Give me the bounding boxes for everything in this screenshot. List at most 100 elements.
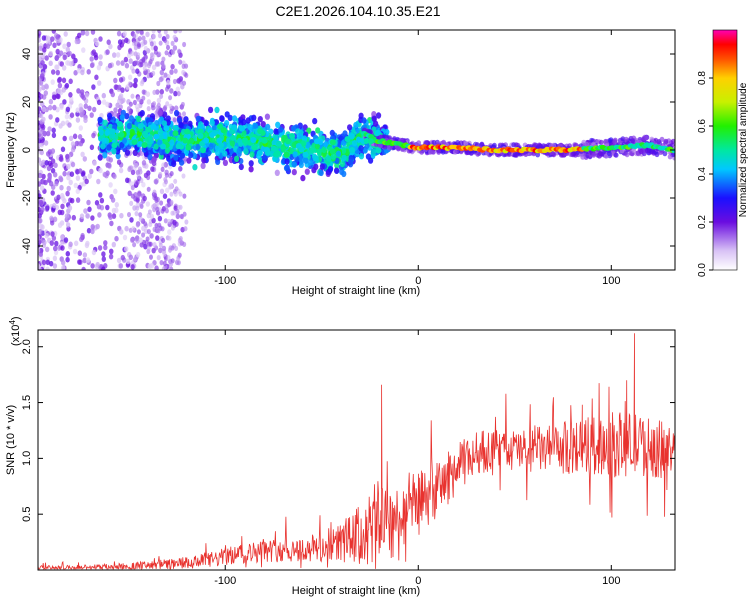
spectrogram-cell (39, 73, 45, 79)
spectrogram-cell (132, 33, 137, 39)
spectrogram-cell (165, 187, 170, 194)
spectrogram-cell (150, 123, 157, 130)
spectrogram-cell (107, 162, 112, 169)
spectrogram-cell (45, 259, 50, 266)
spectrogram-cell (149, 262, 154, 269)
spectrogram-cell (136, 96, 141, 102)
colorbar-tick-label: 0.6 (697, 119, 708, 133)
spectrogram-cell (40, 60, 45, 66)
spectrogram-cell (163, 37, 168, 44)
spectrogram-cell (136, 42, 141, 48)
spectrogram-cell (416, 140, 422, 146)
spectrogram-cell (158, 242, 163, 248)
spectrogram-cell (329, 129, 335, 137)
spectrogram-cell (158, 127, 164, 135)
spectrogram-cell (150, 213, 154, 220)
spectrogram-cell (98, 192, 103, 198)
spectrogram-cell (129, 128, 135, 136)
spectrogram-cell (157, 33, 162, 39)
snr-marks (38, 333, 675, 570)
spectrogram-cell (238, 163, 244, 171)
spectrogram-cell (112, 173, 117, 180)
spectrogram-cell (148, 221, 153, 227)
spectrogram-cell (84, 92, 90, 98)
spectrogram-cell (431, 139, 437, 146)
spectrogram-cell (367, 138, 374, 145)
spectrogram-cell (113, 84, 119, 90)
spectrogram-cell (303, 157, 309, 164)
spectrogram-cell (454, 148, 460, 154)
spectrogram-cell (133, 82, 138, 89)
spectrogram-cell (161, 56, 166, 62)
spectrogram-cell (257, 128, 264, 135)
spectrogram-cell (38, 251, 43, 257)
spectrogram-cell (170, 49, 176, 55)
colorbar-tick-label: 0.8 (697, 71, 708, 85)
spectrogram-cell (209, 119, 215, 127)
spectrogram-cell (119, 114, 125, 121)
spectrogram-cell (197, 133, 204, 139)
spectrogram-cell (48, 60, 53, 67)
spectrogram-cell (131, 226, 136, 232)
spectrogram-cell (127, 190, 132, 197)
spectrogram-cell (64, 113, 70, 120)
spectrogram-cell (183, 116, 189, 123)
spectrogram-cell (145, 201, 150, 207)
spectrogram-cell (670, 138, 675, 144)
spectrogram-marks (38, 30, 675, 270)
spectrogram-cell (117, 39, 123, 45)
spectrogram-cell (128, 115, 135, 122)
spectrogram-cell (511, 142, 517, 148)
spectrogram-cell (99, 197, 105, 204)
spectrogram-cell (108, 43, 113, 50)
spectrogram-cell (83, 103, 89, 109)
spectrogram-cell (167, 218, 171, 224)
spectrogram-cell (75, 107, 80, 113)
spectrogram-cell (251, 144, 258, 151)
snr-series-line (38, 333, 675, 570)
spectrogram-cell (127, 74, 133, 81)
x-tick-label: 0 (415, 575, 421, 587)
spectrogram-cell (69, 112, 75, 118)
spectrogram-cell (38, 80, 44, 86)
spectrogram-cell (185, 144, 192, 151)
spectrogram-cell (41, 159, 46, 166)
spectrogram-cell (147, 117, 153, 124)
spectrogram-cell (174, 110, 180, 117)
spectrogram-cell (309, 147, 315, 154)
spectrogram-cell (160, 143, 166, 150)
spectrogram-cell (55, 93, 60, 99)
spectrogram-cell (174, 245, 179, 251)
spectrogram-cell (184, 72, 189, 78)
spectrogram-cell (91, 84, 96, 90)
spectrogram-cell (146, 106, 151, 112)
spectrogram-cell (162, 251, 167, 257)
spectrogram-cell (89, 144, 95, 151)
spectrogram-cell (42, 47, 47, 53)
spectrogram-cell (148, 59, 153, 65)
spectrogram-cell (66, 41, 71, 48)
spectrogram-cell (87, 105, 92, 112)
spectrogram-cell (118, 77, 124, 83)
spectrogram-cell (62, 43, 67, 50)
spectrogram-cell (173, 68, 178, 74)
spectrogram-cell (173, 191, 178, 197)
spectrogram-cell (60, 146, 66, 153)
spectrogram-cell (327, 166, 334, 173)
spectrogram-cell (492, 142, 497, 148)
spectrogram-cell (105, 129, 111, 136)
spectrogram-cell (183, 149, 190, 156)
spectrogram-cell (102, 152, 108, 159)
spectrogram-cell (172, 45, 178, 51)
spectrogram-cell (71, 53, 76, 59)
spectrogram-cell (257, 116, 263, 123)
spectrogram-cell (139, 177, 144, 184)
spectrogram-cell (161, 245, 167, 252)
spectrogram-cell (89, 168, 94, 175)
spectrogram-axis-ticks: -100 0 100 -40 -20 0 20 40 (21, 30, 675, 287)
spectrogram-cell (67, 122, 72, 128)
spectrogram-cell (166, 255, 171, 261)
spectrogram-cell (124, 246, 129, 252)
spectrogram-cell (159, 69, 164, 76)
spectrogram-cell (307, 159, 313, 166)
